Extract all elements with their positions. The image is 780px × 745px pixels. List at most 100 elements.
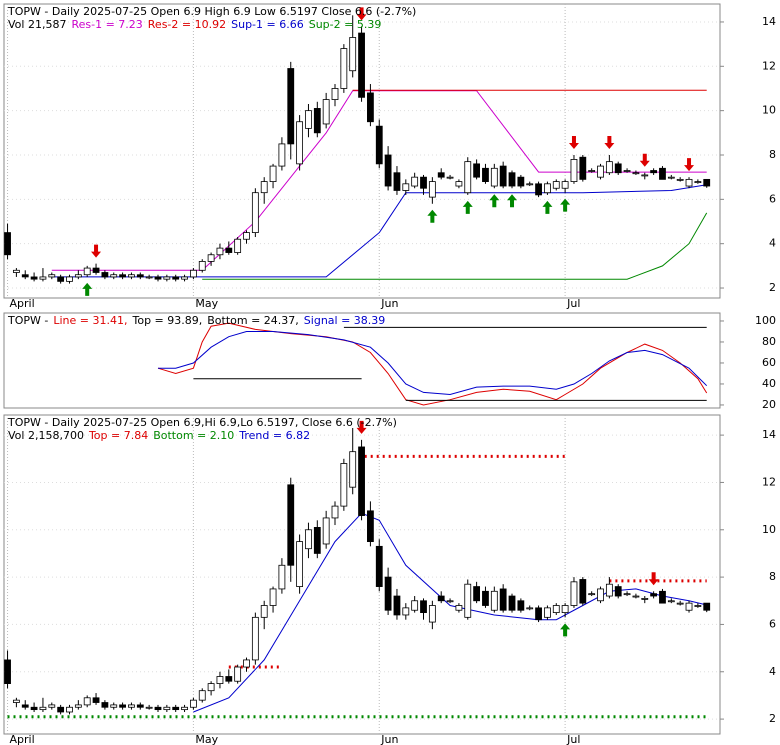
x-tick-label: April [10,733,35,745]
candle-body [12,699,20,703]
buy-arrow [82,282,93,296]
candle-body [411,176,419,187]
candle-body [402,607,410,616]
candle-body [632,595,640,598]
candle-body [455,605,463,611]
candle-body [340,48,348,89]
candle-body [243,659,250,668]
candle-body [605,583,613,597]
buy-arrow [560,198,571,212]
candle-body [597,165,604,178]
candle-body [641,598,649,600]
buy-arrow [489,194,500,208]
candle-body [12,269,20,273]
candle-body [243,232,250,240]
candle-body [110,274,118,278]
candle-body [101,272,109,278]
candle-body [154,276,162,280]
candle-body [48,274,56,278]
y-tick-label: 2 [769,712,776,725]
candle-body [207,683,215,692]
candle-body [428,605,436,623]
candle-body [402,183,410,191]
candle-body [189,269,197,278]
series-line [228,454,707,669]
candle-body [517,176,525,187]
candle-body [83,267,91,276]
sell-arrow [91,244,102,258]
buy-arrow [542,200,553,214]
header-text: Bottom = 24.37, [207,314,299,327]
candle-body [21,704,29,708]
candle-body [667,600,675,603]
candle-body [198,690,206,701]
candle-body [428,181,436,198]
candle-body [446,600,454,603]
candle-body [535,183,542,196]
candle-body [464,583,472,618]
candle-body [490,167,498,187]
candle-body [694,605,702,607]
sell-arrow [648,572,659,586]
header-text: Top = 7.84 [88,429,148,442]
candle-body [358,32,365,98]
header-text: TOPW - Daily 2025-07-25 Open 6.9,Hi 6.9,… [7,416,397,429]
candle-body [411,600,419,611]
y-tick-label: 60 [762,356,776,369]
sell-arrow [684,158,695,172]
y-tick-label: 4 [769,237,776,250]
candle-body [367,510,374,543]
candle-body [535,607,542,621]
candle-body [172,276,180,280]
candle-body [473,586,481,602]
candle-body [393,172,401,191]
candle-body [163,276,171,280]
candle-body [74,704,82,708]
candle-body [455,181,463,187]
candle-body [39,276,47,280]
candle-body [544,183,551,194]
candle-body [552,605,560,614]
buy-arrow [560,623,571,637]
y-tick-label: 2 [769,281,776,294]
candle-body [234,238,242,253]
candle-body [446,176,454,179]
sell-arrow [568,135,579,149]
series-line [193,512,707,713]
y-tick-label: 80 [762,335,776,348]
y-tick-label: 20 [762,398,776,411]
candle-body [570,581,578,606]
y-tick-label: 10 [762,104,776,117]
candle-body [685,602,693,611]
candle-body [473,163,481,178]
candle-body [57,706,65,713]
candle-body [225,676,233,682]
candle-body [676,602,684,605]
y-tick-label: 6 [769,617,776,630]
candle-body [641,174,649,177]
panel-frame [3,312,721,409]
candle-body [561,605,569,614]
y-tick-label: 6 [769,192,776,205]
candle-body [119,704,126,708]
candle-body [278,143,286,167]
candle-body [278,564,286,590]
candle-body [437,595,445,602]
candle-body [685,178,693,187]
sell-arrow [639,153,650,167]
candle-body [703,178,711,187]
candle-body [650,593,658,597]
x-tick-label: Jul [566,297,580,310]
candle-body [21,274,29,278]
candle-body [659,590,666,604]
candle-body [296,121,304,165]
candle-body [30,276,38,280]
buy-arrow [462,200,473,214]
y-tick-label: 4 [769,665,776,678]
candle-body [110,704,118,708]
candle-body [375,545,383,587]
y-tick-label: 8 [769,570,776,583]
candle-body [499,165,507,187]
candle-body [552,181,560,189]
candle-body [358,446,365,516]
